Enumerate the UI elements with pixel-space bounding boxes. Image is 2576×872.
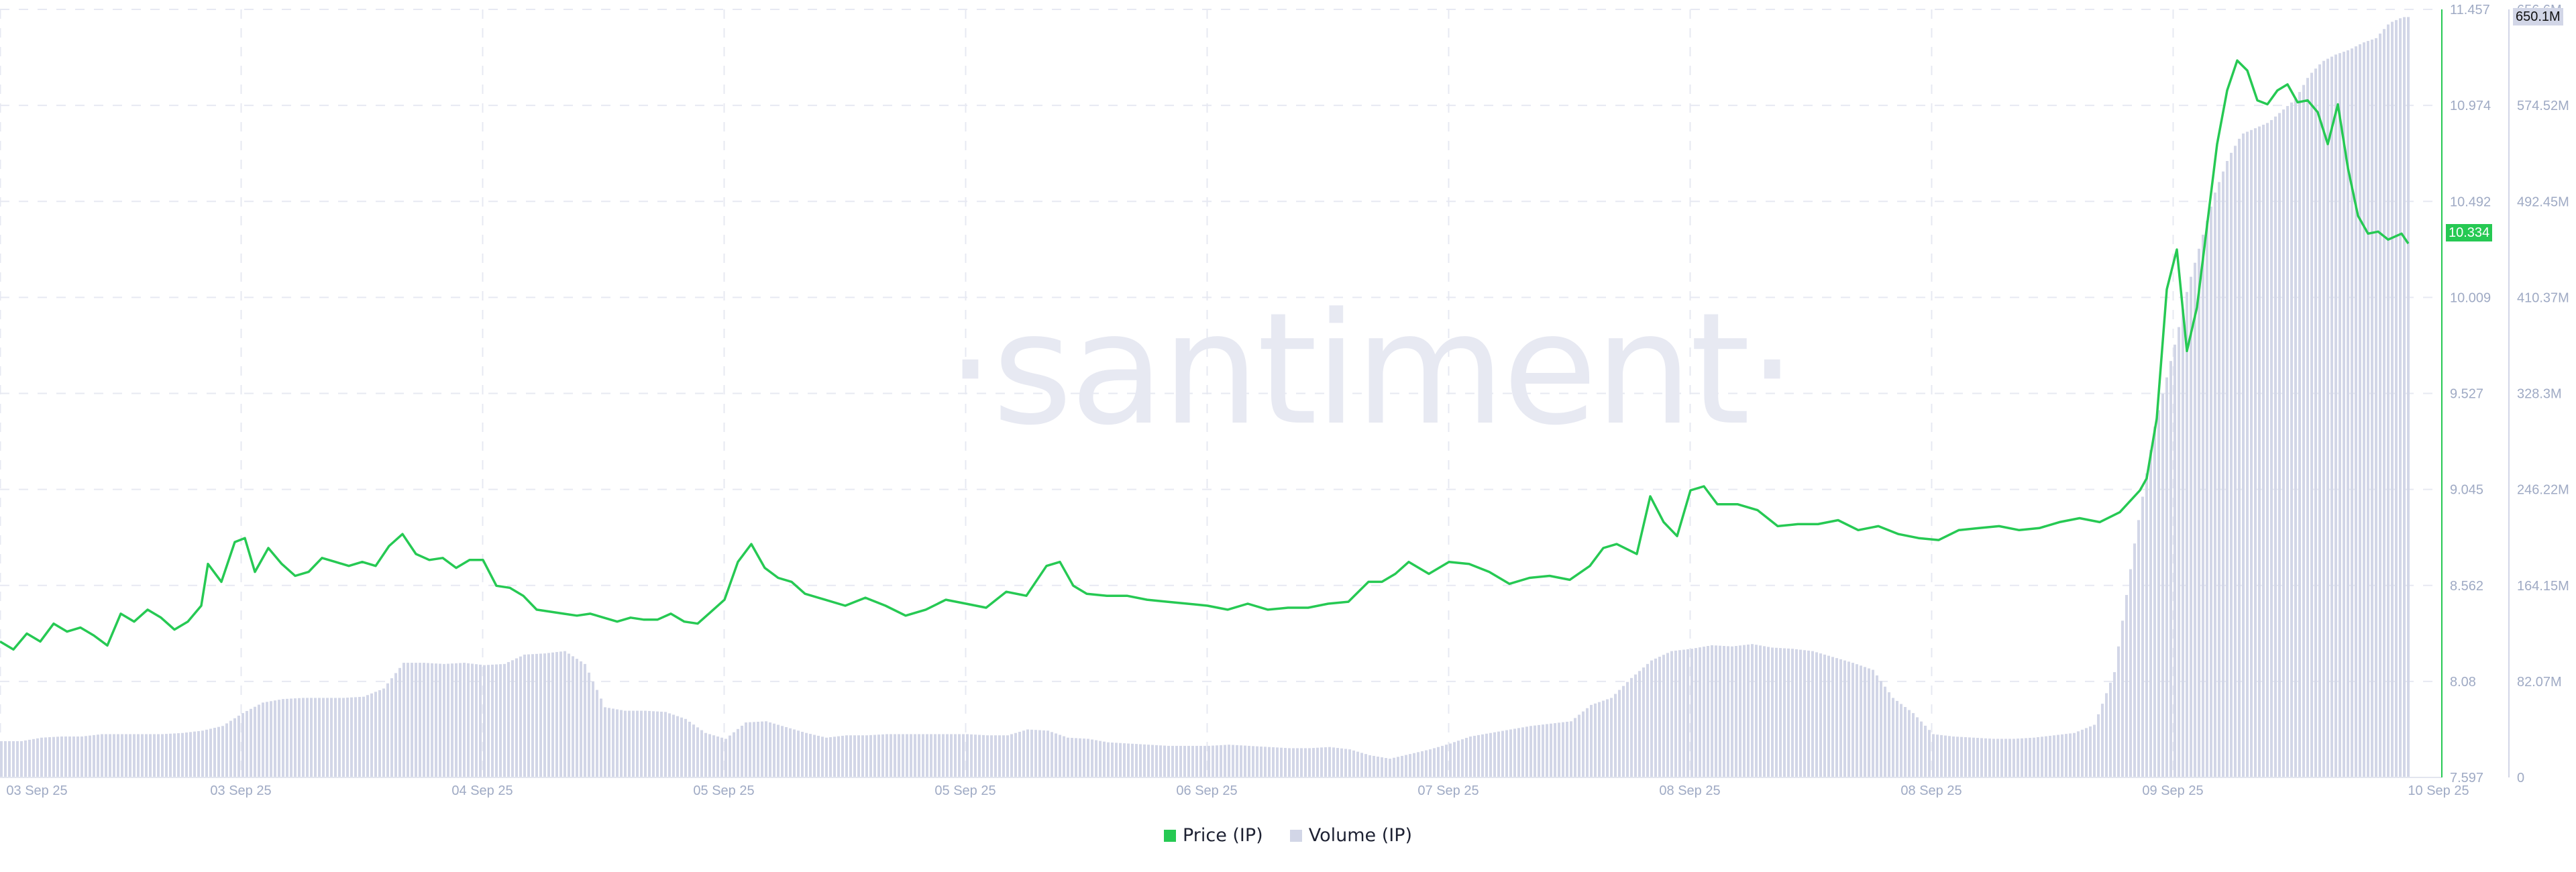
legend-item-volume[interactable]: Volume (IP) [1289, 825, 1413, 846]
svg-text:9.527: 9.527 [2450, 387, 2483, 402]
price-line [0, 59, 2410, 651]
svg-text:09 Sep 25: 09 Sep 25 [2142, 783, 2203, 798]
svg-text:10 Sep 25: 10 Sep 25 [2408, 783, 2469, 798]
svg-text:9.045: 9.045 [2450, 483, 2483, 498]
chart-legend: Price (IP) Volume (IP) [0, 825, 2576, 846]
price-volume-chart[interactable]: ·santiment· 11.457 10.974 10.492 10.009 9.52… [0, 0, 2576, 818]
svg-text:03 Sep 25: 03 Sep 25 [6, 783, 67, 798]
volume-swatch-icon [1289, 829, 1302, 842]
legend-label-price: Price (IP) [1182, 825, 1263, 846]
legend-label-volume: Volume (IP) [1308, 825, 1413, 846]
svg-text:08 Sep 25: 08 Sep 25 [1900, 783, 1962, 798]
volume-axis-ticks: 656.6M574.52M492.45M410.37M328.3M246.22M… [2517, 3, 2569, 785]
svg-text:05 Sep 25: 05 Sep 25 [693, 783, 754, 798]
svg-text:10.974: 10.974 [2450, 99, 2491, 113]
price-current-badge: 10.334 [2446, 224, 2493, 241]
price-axis-ticks: 11.457 10.974 10.492 10.009 9.527 9.045 8.562 8… [2450, 3, 2491, 785]
svg-text:10.492: 10.492 [2450, 195, 2491, 209]
svg-text:07 Sep 25: 07 Sep 25 [1417, 783, 1479, 798]
santiment-watermark: ·santiment· [946, 280, 1794, 459]
svg-text:410.37M: 410.37M [2517, 290, 2569, 305]
svg-text:08 Sep 25: 08 Sep 25 [1659, 783, 1720, 798]
svg-text:328.3M: 328.3M [2517, 387, 2562, 402]
x-axis-ticks: 03 Sep 25 03 Sep 25 04 Sep 25 05 Sep 25 05 S… [6, 783, 2469, 798]
svg-text:8.562: 8.562 [2450, 579, 2483, 594]
legend-item-price[interactable]: Price (IP) [1163, 825, 1263, 846]
chart-grid [0, 9, 2436, 777]
svg-text:05 Sep 25: 05 Sep 25 [934, 783, 996, 798]
svg-text:82.07M: 82.07M [2517, 675, 2562, 690]
price-swatch-icon [1163, 829, 1176, 842]
svg-text:11.457: 11.457 [2450, 3, 2490, 17]
svg-text:7.597: 7.597 [2450, 771, 2483, 785]
svg-text:04 Sep 25: 04 Sep 25 [451, 783, 513, 798]
svg-text:8.08: 8.08 [2450, 675, 2476, 690]
svg-text:0: 0 [2517, 771, 2524, 785]
volume-bars [0, 17, 2410, 778]
svg-text:574.52M: 574.52M [2517, 99, 2569, 113]
svg-text:164.15M: 164.15M [2517, 579, 2569, 594]
svg-text:06 Sep 25: 06 Sep 25 [1176, 783, 1237, 798]
svg-text:03 Sep 25: 03 Sep 25 [210, 783, 271, 798]
svg-text:492.45M: 492.45M [2517, 195, 2569, 209]
volume-current-badge: 650.1M [2513, 8, 2563, 25]
svg-text:10.009: 10.009 [2450, 290, 2491, 305]
svg-text:246.22M: 246.22M [2517, 483, 2569, 498]
